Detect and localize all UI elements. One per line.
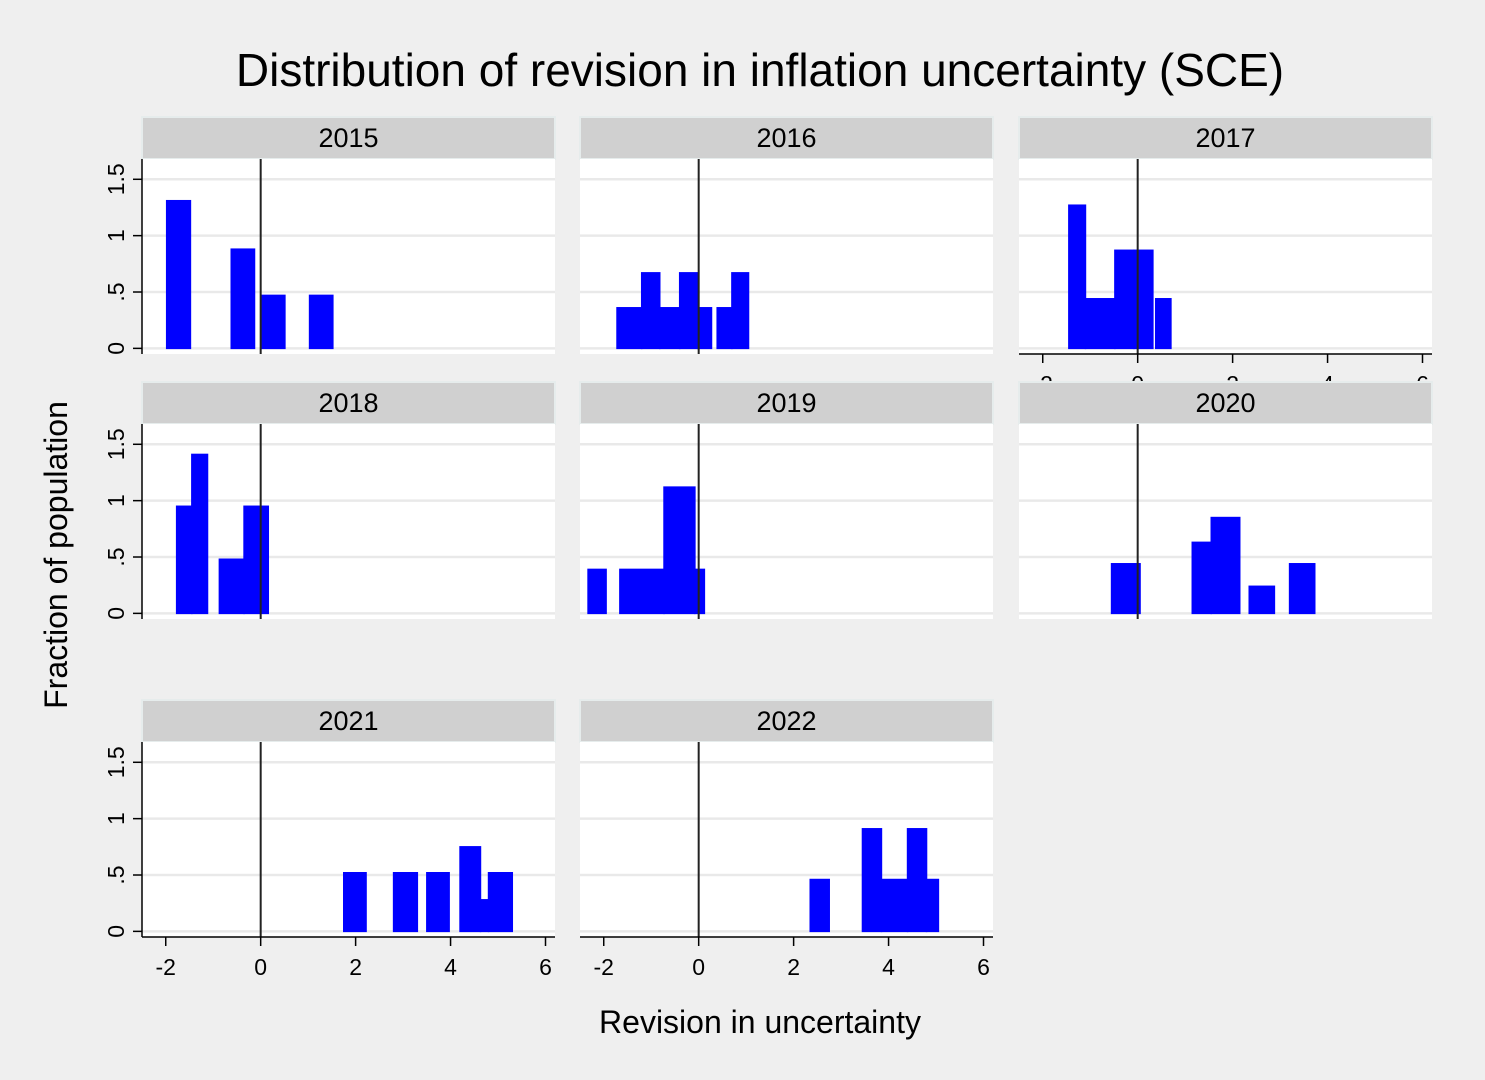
bar xyxy=(426,872,450,933)
bar xyxy=(809,878,830,933)
bar xyxy=(308,294,334,350)
bar xyxy=(1248,585,1276,615)
bar xyxy=(1110,563,1141,615)
bar xyxy=(1288,563,1316,615)
panel-2016: 2016 xyxy=(579,116,994,354)
x-axis-title: Revision in uncertainty xyxy=(599,1004,921,1040)
bar xyxy=(165,199,192,350)
panel-strip xyxy=(141,381,556,425)
panels-layer: 20150.511.520162017-2024620180.511.52019… xyxy=(103,116,1433,980)
bar xyxy=(1114,249,1135,350)
x-tick-label: 2 xyxy=(787,954,800,980)
y-tick-label: 1.5 xyxy=(103,428,129,460)
x-tick-label: 2 xyxy=(349,954,362,980)
x-tick-label: 6 xyxy=(539,954,552,980)
y-tick-label: 1 xyxy=(103,494,129,507)
panel-2019: 2019 xyxy=(579,381,994,619)
panel-strip xyxy=(141,699,556,743)
bar xyxy=(731,272,750,350)
plot-area xyxy=(142,424,555,619)
bar xyxy=(659,307,681,350)
bar xyxy=(175,505,193,615)
bar xyxy=(616,307,643,350)
panel-strip xyxy=(141,116,556,160)
bar xyxy=(479,899,490,933)
panel-label: 2015 xyxy=(318,123,378,153)
x-tick-label: 0 xyxy=(692,954,705,980)
bar xyxy=(619,568,665,615)
panel-label: 2016 xyxy=(756,123,816,153)
panel-label: 2020 xyxy=(1195,388,1255,418)
y-tick-label: 1 xyxy=(103,812,129,825)
bar xyxy=(343,872,367,933)
bar xyxy=(260,294,286,350)
bar xyxy=(1084,298,1116,350)
panel-label: 2018 xyxy=(318,388,378,418)
x-tick-label: -2 xyxy=(156,954,176,980)
bar xyxy=(1210,516,1241,615)
bar xyxy=(1154,298,1172,350)
panel-2015: 2015 0 .5 1 1.5 xyxy=(103,116,556,355)
bar xyxy=(1068,204,1087,350)
bar xyxy=(243,505,270,615)
y-tick-label: .5 xyxy=(103,282,129,301)
y-tick-label: .5 xyxy=(103,865,129,884)
x-tick-label: 6 xyxy=(977,954,990,980)
panel-label: 2021 xyxy=(318,706,378,736)
bar xyxy=(678,272,699,350)
plot-area xyxy=(142,159,555,354)
y-tick-label: 0 xyxy=(103,607,129,620)
panel-strip xyxy=(579,116,994,160)
bar xyxy=(218,558,245,615)
bar xyxy=(1191,541,1213,615)
y-tick-label: 1.5 xyxy=(103,163,129,195)
y-tick-label: 1.5 xyxy=(103,746,129,778)
panel-label: 2022 xyxy=(756,706,816,736)
panel-strip xyxy=(579,699,994,743)
x-tick-label: 0 xyxy=(254,954,267,980)
panel-2021: 2021 0 .5 1 1.5 -2 0 2 4 6 xyxy=(103,699,556,980)
x-tick-label: -2 xyxy=(594,954,614,980)
bar xyxy=(487,872,514,933)
bar xyxy=(230,248,256,350)
bar xyxy=(587,568,607,615)
x-tick-label: 4 xyxy=(444,954,457,980)
bar xyxy=(640,272,661,350)
chart-title: Distribution of revision in inflation un… xyxy=(236,44,1284,96)
panel-strip xyxy=(1018,381,1433,425)
bar xyxy=(906,828,928,933)
panel-2020: 2020 xyxy=(1018,381,1433,619)
panel-label: 2019 xyxy=(756,388,816,418)
bar xyxy=(696,307,713,350)
bar xyxy=(861,828,883,933)
y-tick-label: 0 xyxy=(103,925,129,938)
bar xyxy=(392,872,419,933)
panel-strip xyxy=(1018,116,1433,160)
bar xyxy=(459,846,482,933)
bar xyxy=(716,307,733,350)
y-tick-label: 1 xyxy=(103,229,129,242)
y-axis-title: Fraction of population xyxy=(38,401,74,709)
y-tick-label: 0 xyxy=(103,342,129,355)
panel-label: 2017 xyxy=(1195,123,1255,153)
y-tick-label: .5 xyxy=(103,547,129,566)
bar xyxy=(191,453,209,615)
bar xyxy=(880,878,909,933)
x-tick-label: 4 xyxy=(882,954,895,980)
bar xyxy=(925,878,940,933)
panel-2022: 2022 -2 0 2 4 6 xyxy=(579,699,994,980)
panel-2018: 2018 0 .5 1 1.5 xyxy=(103,381,556,620)
bar xyxy=(663,486,696,615)
